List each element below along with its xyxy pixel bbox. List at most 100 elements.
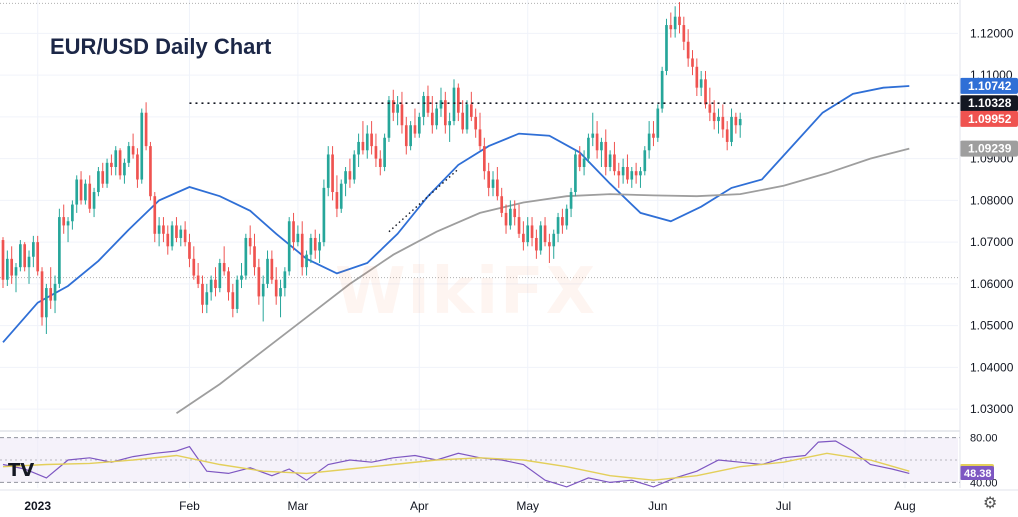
time-axis-label: Feb (179, 499, 200, 513)
price-axis-tick-label: 1.04000 (970, 360, 1014, 374)
candle-body (365, 133, 369, 151)
candle-body (19, 244, 22, 268)
candle-body (374, 146, 378, 159)
candle-body (23, 244, 27, 268)
candle-body (504, 212, 508, 226)
trendline (388, 168, 459, 233)
price-label: 1.09239 (968, 142, 1012, 156)
candle-body (660, 70, 664, 109)
gear-icon[interactable]: ⚙ (983, 493, 998, 512)
candle-body (517, 217, 521, 234)
candle-body (456, 87, 460, 113)
candle-body (647, 133, 651, 151)
candle-body (296, 233, 300, 243)
candle-body (183, 229, 187, 243)
candle-body (348, 171, 352, 180)
candle-body (469, 104, 473, 117)
candle-body (409, 125, 412, 147)
candle-body (300, 233, 304, 268)
candle-body (188, 242, 191, 259)
candle-body (613, 154, 616, 172)
candle-body (10, 258, 14, 276)
candle-body (248, 237, 252, 247)
candle-body (539, 225, 543, 251)
candle-body (105, 162, 109, 184)
candle-body (396, 104, 399, 113)
candle-body (75, 179, 79, 205)
candle-body (244, 237, 248, 276)
candle-body (383, 137, 386, 167)
candle-body (153, 196, 157, 234)
candle-body (704, 79, 707, 105)
candle-body (335, 192, 339, 209)
candle-body (339, 183, 343, 209)
candle-body (149, 146, 152, 197)
candle-body (448, 121, 451, 126)
candle-body (439, 100, 443, 109)
candle-body (400, 104, 404, 126)
candle-body (140, 112, 144, 180)
price-label: 1.10742 (968, 79, 1012, 93)
candle-body (530, 225, 534, 238)
candle-body (522, 233, 525, 243)
candle-body (53, 283, 57, 301)
candle-body (344, 171, 347, 184)
candle-body (430, 112, 434, 126)
candle-body (621, 166, 625, 176)
candle-body (378, 158, 382, 167)
rsi-band (0, 437, 958, 483)
candle-body (721, 116, 725, 130)
candle-body (643, 150, 647, 172)
candle-body (313, 237, 317, 251)
candle-body (110, 162, 113, 167)
candle-body (84, 183, 87, 201)
time-axis-label: 2023 (24, 499, 51, 513)
price-axis-tick-label: 1.05000 (970, 319, 1014, 333)
candle-body (36, 242, 40, 272)
candle-body (144, 112, 148, 147)
candle-body (101, 171, 105, 184)
candle-body (491, 179, 495, 188)
candle-body (556, 217, 560, 234)
candle-body (413, 125, 417, 134)
candle-body (279, 288, 282, 297)
watermark-logo: WikiFX (335, 255, 598, 329)
candle-body (426, 96, 430, 113)
candle-body (387, 100, 391, 138)
candle-body (5, 258, 9, 280)
candle-body (496, 179, 499, 197)
candle-body (591, 133, 595, 138)
price-label-box (960, 95, 1018, 112)
candle-body (266, 258, 269, 284)
candle-body (465, 104, 469, 130)
candle-body (370, 133, 373, 147)
candle-body (435, 108, 438, 126)
candle-body (222, 263, 226, 272)
rsi-value-label-box (960, 466, 994, 481)
candle-body (500, 196, 504, 213)
candle-body (535, 237, 538, 251)
candle-body (604, 141, 608, 167)
candle-body (166, 233, 170, 247)
page-title: EUR/USD Daily Chart (50, 34, 272, 59)
candle-body (630, 171, 634, 180)
candle-body (45, 288, 48, 318)
candle-body (639, 171, 642, 176)
price-label: 1.10328 (968, 96, 1012, 110)
candle-body (483, 146, 486, 172)
candle-body (257, 267, 261, 297)
candle-body (27, 256, 31, 268)
candle-body (391, 100, 395, 113)
candle-body (656, 108, 660, 138)
candle-body (626, 166, 629, 180)
candle-body (92, 192, 96, 209)
candle-body (578, 154, 582, 167)
tradingview-logo-icon[interactable]: TV (8, 460, 35, 481)
candle-body (66, 221, 70, 226)
candle-body (509, 208, 512, 226)
candle-body (32, 242, 35, 257)
candle-body (131, 146, 135, 155)
candle-body (231, 292, 235, 309)
candle-body (595, 133, 599, 151)
candle-body (443, 100, 447, 126)
